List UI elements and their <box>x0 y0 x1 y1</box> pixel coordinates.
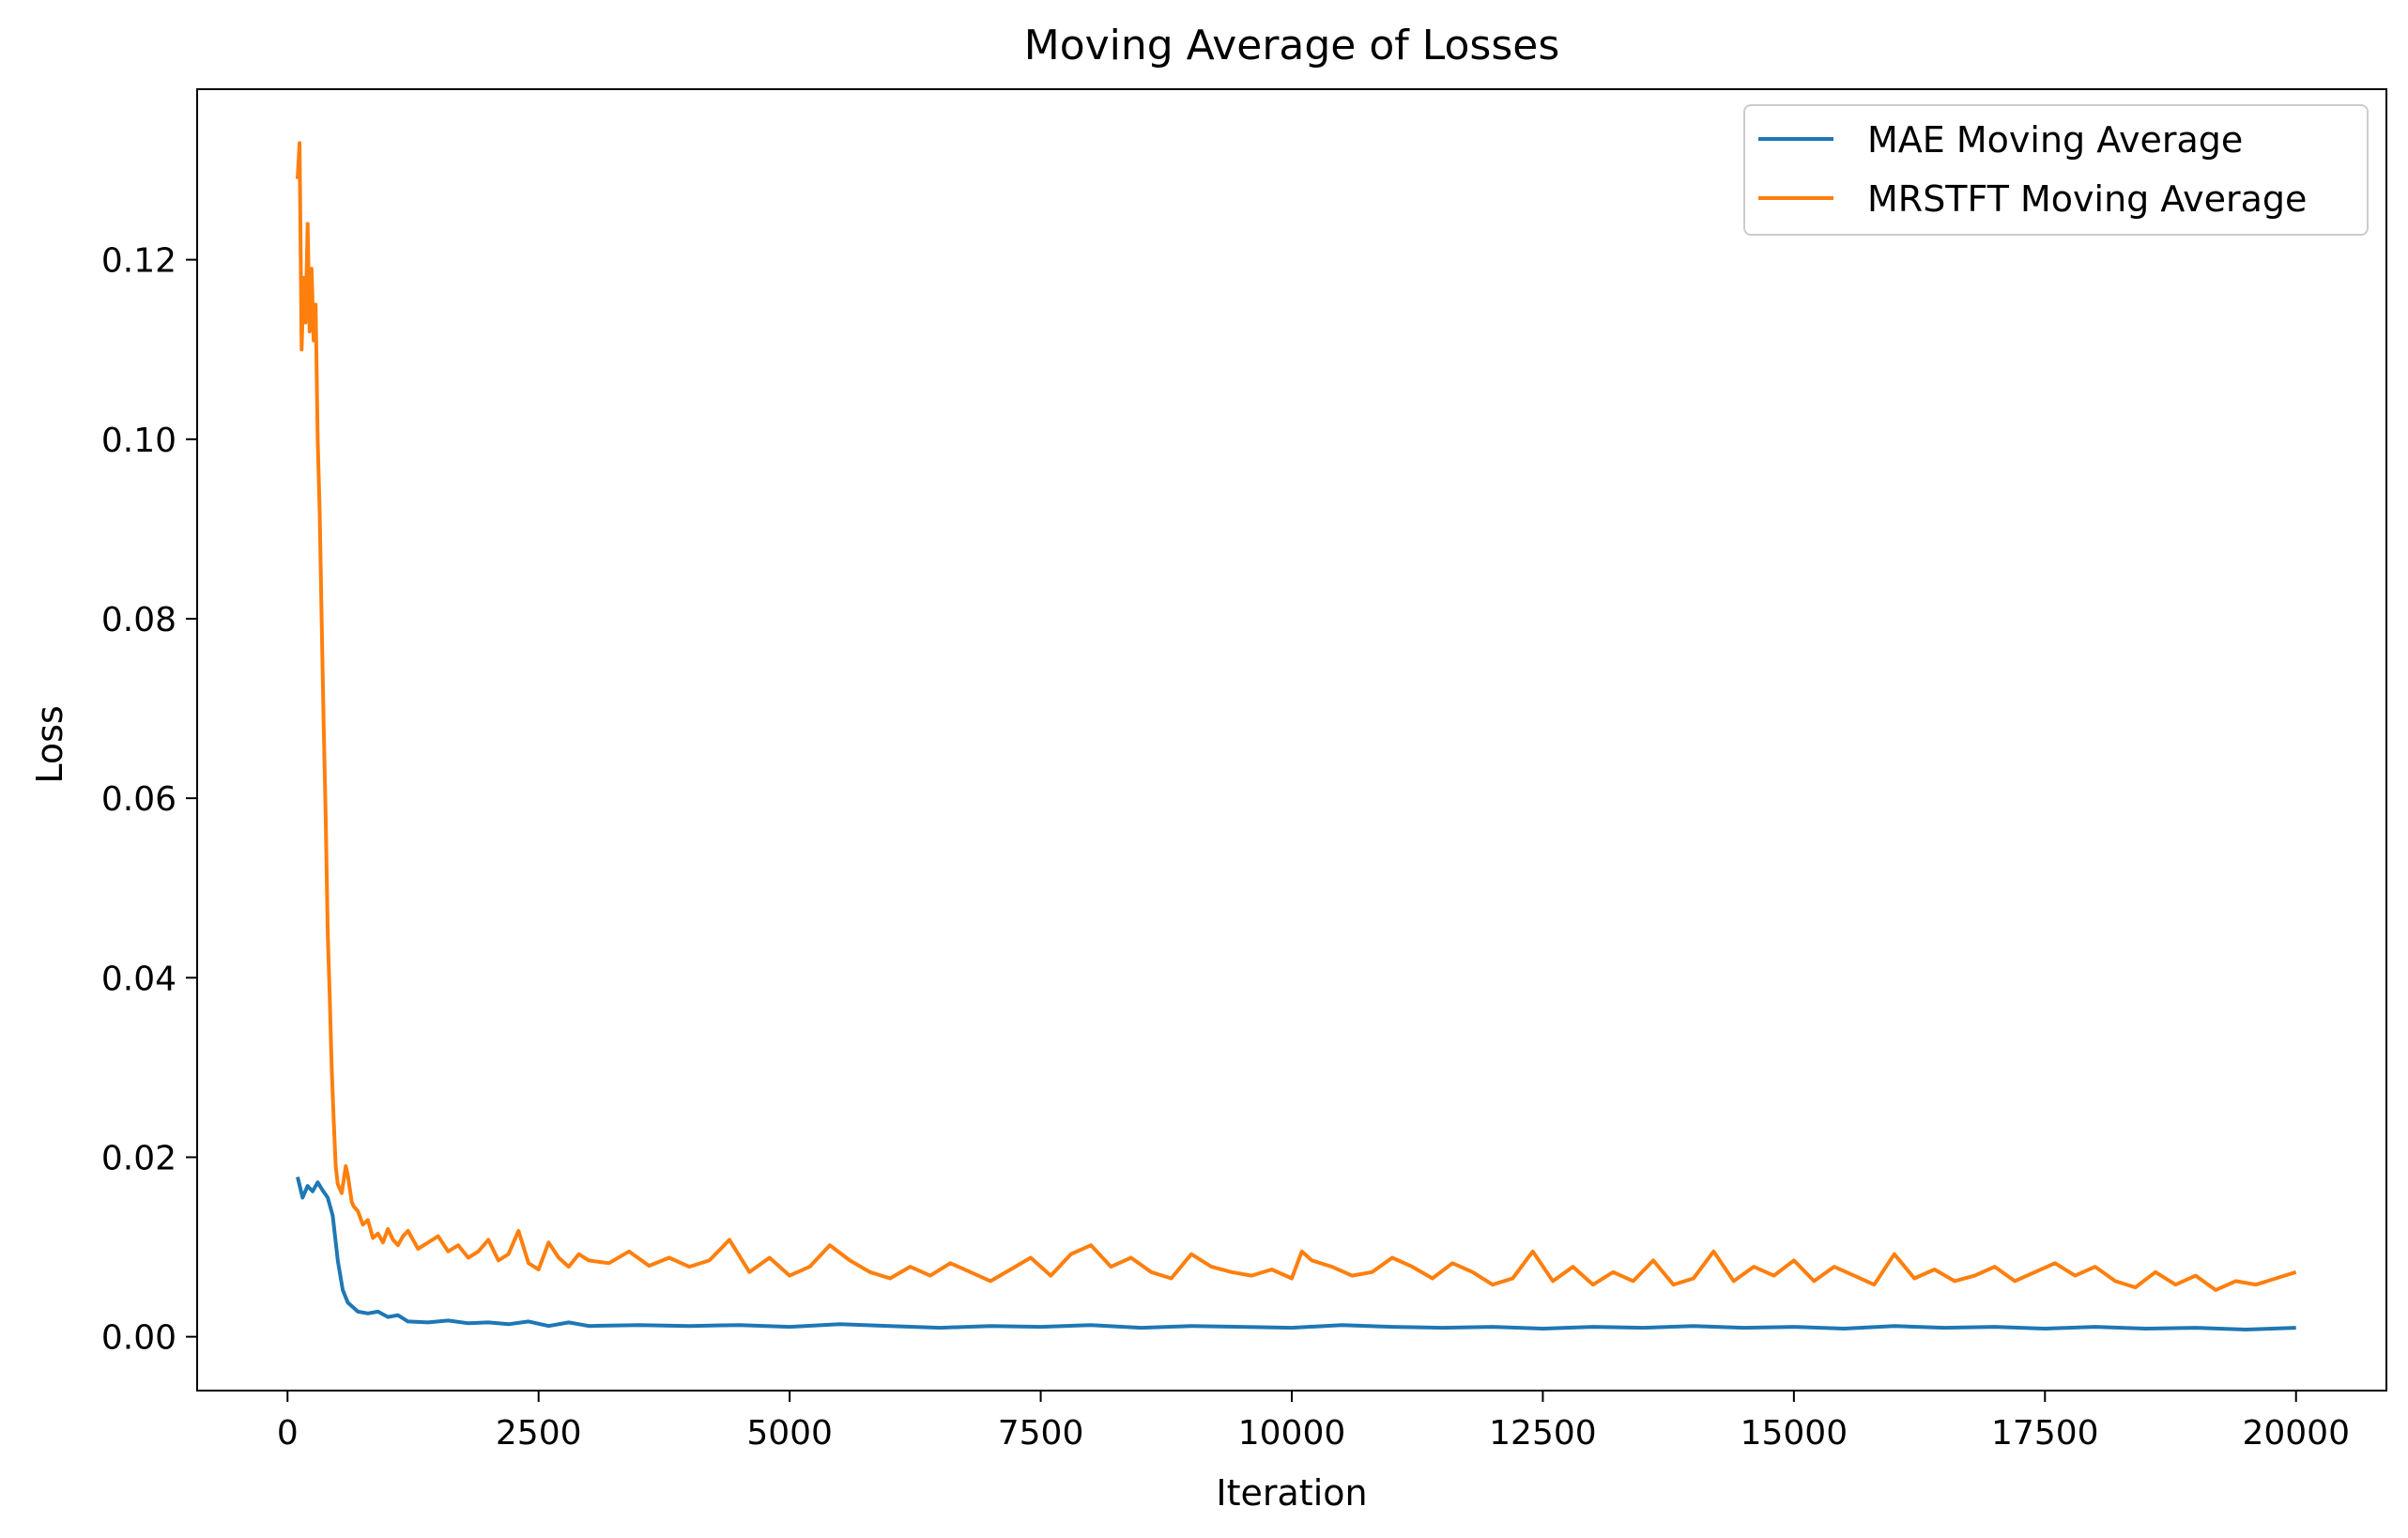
y-tick-label: 0.02 <box>101 1139 176 1177</box>
legend-label-mrstft: MRSTFT Moving Average <box>1867 178 2307 220</box>
series-layer <box>296 141 2297 1331</box>
y-axis-label: Loss <box>29 705 70 783</box>
x-tick-label: 5000 <box>746 1414 833 1453</box>
x-tick-label: 17500 <box>1991 1414 2099 1453</box>
x-tick-label: 7500 <box>998 1414 1084 1453</box>
x-tick-label: 12500 <box>1489 1414 1597 1453</box>
chart-title: Moving Average of Losses <box>1024 22 1560 69</box>
x-axis-ticks: 0 2500 5000 7500 10000 12500 15000 17500 20000 <box>277 1391 2350 1453</box>
legend-label-mae: MAE Moving Average <box>1867 119 2243 161</box>
y-tick-label: 0.06 <box>101 780 176 819</box>
series-line-0 <box>296 1177 2296 1331</box>
y-tick-label: 0.08 <box>101 601 176 639</box>
y-tick-label: 0.12 <box>101 242 176 281</box>
y-tick-label: 0.04 <box>101 960 176 998</box>
series-line-1 <box>296 141 2297 1292</box>
y-tick-label: 0.10 <box>101 422 176 460</box>
x-tick-label: 10000 <box>1238 1414 1346 1453</box>
y-tick-label: 0.00 <box>101 1319 176 1358</box>
x-tick-label: 2500 <box>496 1414 582 1453</box>
x-tick-label: 20000 <box>2242 1414 2350 1453</box>
legend: MAE Moving Average MRSTFT Moving Average <box>1743 104 2369 236</box>
x-tick-label: 15000 <box>1741 1414 1848 1453</box>
legend-box <box>1743 104 2369 236</box>
x-tick-label: 0 <box>277 1414 299 1453</box>
x-axis-label: Iteration <box>1216 1472 1367 1514</box>
y-axis-ticks: 0.00 0.02 0.04 0.06 0.08 0.10 0.12 <box>101 242 197 1358</box>
